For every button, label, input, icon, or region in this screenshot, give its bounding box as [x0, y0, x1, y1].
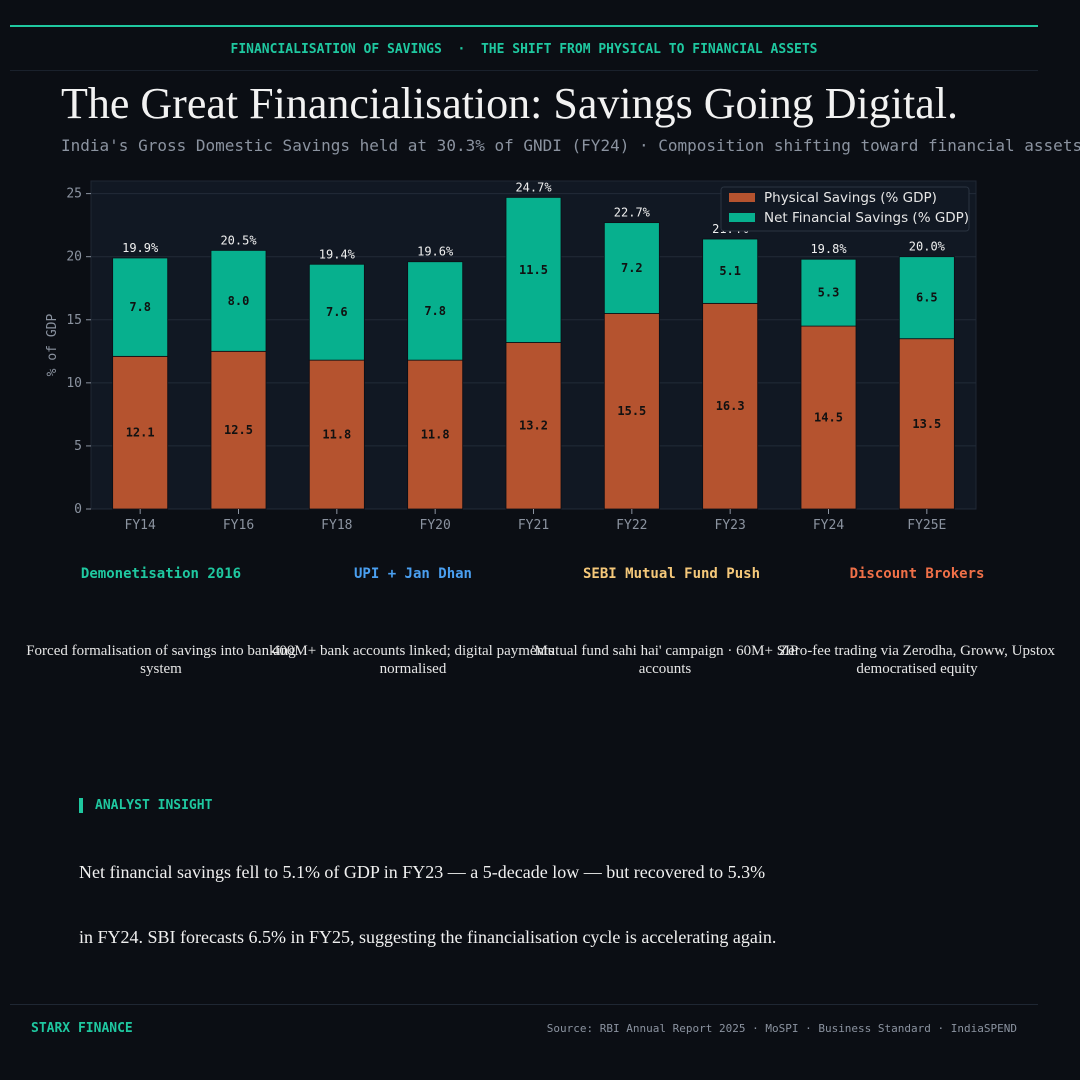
x-tick-label: FY16: [223, 518, 254, 533]
bar-segment: [112, 355, 169, 510]
bar-segment: [112, 257, 169, 357]
top-rule: [10, 25, 1038, 27]
y-tick-label: 25: [66, 187, 82, 202]
total-label: 20.0%: [909, 240, 946, 254]
x-tick-label: FY21: [518, 518, 549, 533]
insight-label: ANALYST INSIGHT: [79, 798, 212, 813]
bar-segment: [505, 196, 562, 343]
legend-box: [720, 186, 970, 232]
title: The Great Financialisation: Savings Goin…: [61, 79, 958, 128]
segment-label: 15.5: [617, 404, 646, 418]
footer-rule: [10, 1004, 1038, 1005]
x-tick-label: FY25E: [907, 518, 946, 533]
insight-text: Net financial savings fell to 5.1% of GD…: [79, 862, 766, 882]
segment-label: 7.8: [424, 304, 446, 318]
segment-label: 13.2: [519, 419, 548, 433]
total-label: 22.7%: [614, 206, 651, 220]
y-tick-label: 10: [66, 376, 82, 391]
segment-label: 16.3: [716, 399, 745, 413]
x-tick-label: FY18: [321, 518, 352, 533]
insight-text: in FY24. SBI forecasts 6.5% in FY25, sug…: [79, 927, 777, 947]
total-label: 20.5%: [220, 233, 257, 247]
legend-label: Net Financial Savings (% GDP): [764, 210, 969, 226]
bar-segment: [800, 325, 857, 510]
total-label: 19.9%: [122, 241, 159, 255]
driver-text: 400M+ bank accounts linked; digital paym…: [271, 643, 555, 677]
x-tick-label: FY24: [813, 518, 844, 533]
segment-label: 14.5: [814, 411, 843, 425]
bar-segment: [702, 238, 759, 304]
brand: STARX FINANCE: [31, 1021, 133, 1036]
bar-segment: [898, 338, 955, 510]
total-label: 19.8%: [810, 242, 847, 256]
segment-label: 11.8: [421, 428, 450, 442]
bar-segment: [407, 359, 464, 510]
x-tick-label: FY23: [715, 518, 746, 533]
segment-label: 5.1: [719, 264, 741, 278]
bar-segment: [308, 359, 365, 510]
driver-title: SEBI Mutual Fund Push: [583, 566, 761, 582]
segment-label: 7.8: [129, 300, 151, 314]
total-label: 24.7%: [515, 180, 552, 194]
x-tick-label: FY20: [420, 518, 451, 533]
segment-label: 13.5: [912, 417, 941, 431]
bar-segment: [800, 258, 857, 327]
total-label: 19.4%: [319, 247, 356, 261]
bar-segment: [210, 350, 267, 510]
y-axis-label: % of GDP: [45, 314, 60, 377]
segment-label: 7.2: [621, 261, 643, 275]
bar-segment: [505, 342, 562, 510]
bar-segment: [898, 256, 955, 340]
segment-label: 5.3: [818, 286, 840, 300]
bar-segment: [308, 263, 365, 361]
driver-title: Demonetisation 2016: [80, 566, 242, 582]
y-tick-label: 15: [66, 313, 82, 328]
driver-title: UPI + Jan Dhan: [353, 566, 472, 582]
bar-segment: [407, 261, 464, 361]
driver-text: 'Mutual fund sahi hai' campaign · 60M+ S…: [531, 643, 799, 677]
subtitle: India's Gross Domestic Savings held at 3…: [61, 136, 1080, 155]
driver-text: Zero-fee trading via Zerodha, Groww, Ups…: [778, 643, 1055, 677]
bar-segment: [702, 302, 759, 510]
segment-label: 11.5: [519, 263, 548, 277]
kicker: FINANCIALISATION OF SAVINGS · THE SHIFT …: [230, 42, 818, 57]
legend-label: Physical Savings (% GDP): [764, 190, 937, 206]
segment-label: 12.1: [126, 426, 155, 440]
bar-segment: [603, 313, 660, 510]
y-tick-label: 20: [66, 250, 82, 265]
legend-swatch: [729, 193, 755, 202]
segment-label: 7.6: [326, 305, 348, 319]
bar-segment: [210, 249, 267, 352]
legend: Physical Savings (% GDP) Net Financial Sa…: [720, 186, 970, 232]
x-tick-label: FY22: [616, 518, 647, 533]
source: Source: RBI Annual Report 2025 · MoSPI ·…: [546, 1022, 1017, 1035]
segment-label: 11.8: [322, 428, 351, 442]
segment-label: 12.5: [224, 423, 253, 437]
header-rule: [10, 70, 1038, 71]
segment-label: 8.0: [228, 294, 250, 308]
driver-text: Forced formalisation of savings into ban…: [26, 643, 296, 677]
y-tick-label: 5: [74, 439, 82, 454]
y-tick-label: 0: [74, 502, 82, 517]
segment-label: 6.5: [916, 291, 938, 305]
legend-swatch: [729, 213, 755, 222]
driver-title: Discount Brokers: [849, 566, 985, 582]
chart: 0 5 10 15 20 25 % of GDP 12.1 7.8 19.9% FY14 12.5 8.…: [45, 180, 977, 533]
x-tick-label: FY14: [125, 518, 156, 533]
total-label: 19.6%: [417, 245, 454, 259]
bar-segment: [603, 222, 660, 314]
